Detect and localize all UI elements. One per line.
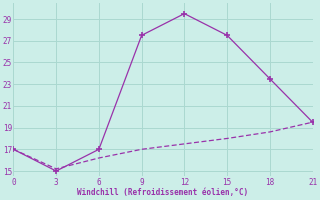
X-axis label: Windchill (Refroidissement éolien,°C): Windchill (Refroidissement éolien,°C): [77, 188, 249, 197]
